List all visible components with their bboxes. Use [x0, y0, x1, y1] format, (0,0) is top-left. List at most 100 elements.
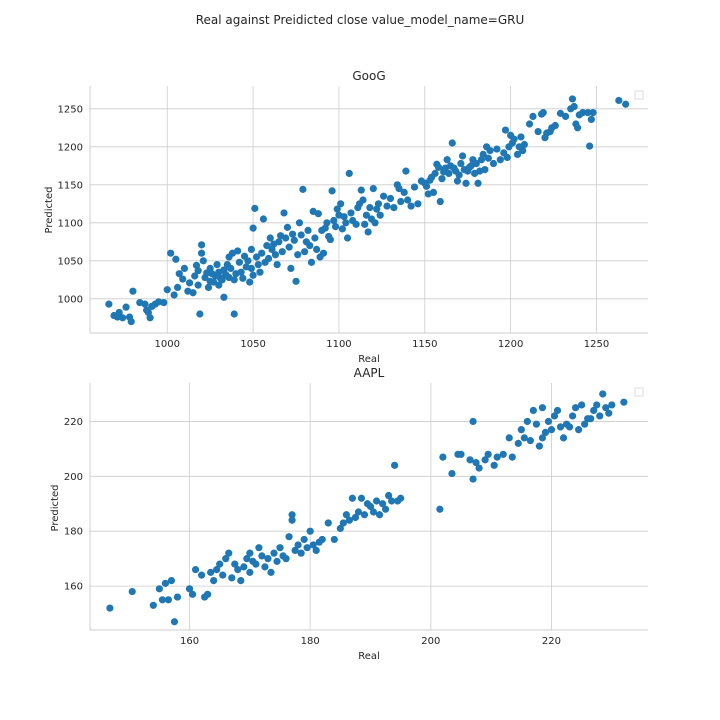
data-point [376, 211, 384, 219]
y-tick-label: 1150 [58, 180, 83, 191]
data-point [374, 200, 383, 208]
data-point [391, 461, 399, 469]
data-point [369, 508, 378, 516]
data-point [297, 549, 305, 557]
data-point [115, 308, 123, 317]
data-point [568, 412, 577, 420]
x-tick-label: 1200 [498, 339, 523, 350]
data-point [493, 145, 501, 153]
data-point [378, 500, 387, 508]
data-point [431, 169, 439, 177]
data-point [163, 286, 171, 294]
data-point [199, 257, 207, 265]
x-tick-label: 220 [542, 636, 561, 647]
data-point [458, 152, 467, 160]
data-point [589, 109, 597, 117]
data-point [259, 215, 268, 223]
data-point [194, 281, 202, 289]
data-point [587, 115, 595, 124]
data-point [438, 175, 446, 183]
data-point [271, 251, 280, 259]
data-point [295, 219, 304, 227]
data-point [340, 213, 348, 221]
data-point [288, 230, 297, 238]
data-point [213, 261, 221, 269]
data-point [280, 209, 288, 217]
data-point [439, 453, 447, 461]
data-point [282, 234, 290, 242]
x-axis-label: Real [358, 354, 380, 365]
data-point [155, 585, 163, 593]
scatter-plot-aapl: AAPL 160 180 200 220 160 180 200 220 Real Pred… [50, 366, 648, 662]
data-point [371, 219, 379, 227]
data-point [128, 587, 136, 596]
data-point [352, 220, 360, 228]
data-point [141, 300, 149, 308]
data-point [472, 159, 480, 168]
data-point [167, 249, 175, 257]
data-point [258, 552, 266, 560]
data-point [188, 590, 197, 598]
data-points [106, 390, 628, 626]
y-tick-label: 160 [64, 582, 83, 593]
data-point [247, 264, 255, 272]
data-point [395, 185, 403, 193]
data-point [225, 549, 233, 557]
data-point [400, 188, 408, 196]
x-tick-label: 1150 [412, 339, 437, 350]
data-point [251, 204, 259, 212]
data-point [493, 453, 501, 461]
data-point [362, 211, 371, 219]
data-point [587, 415, 595, 423]
data-point [333, 205, 341, 213]
data-point [364, 228, 372, 236]
data-point [314, 210, 322, 218]
data-point [599, 390, 607, 398]
data-point [249, 271, 257, 279]
data-point [149, 601, 157, 609]
data-point [390, 204, 398, 212]
y-tick-label: 1000 [58, 294, 83, 305]
data-point [499, 450, 507, 458]
data-point [513, 150, 522, 158]
data-point [170, 291, 178, 299]
data-point [294, 251, 302, 259]
data-point [496, 156, 504, 164]
data-point [479, 150, 487, 158]
data-point [263, 242, 271, 250]
data-point [191, 272, 199, 280]
data-point [375, 511, 384, 519]
x-tick-label: 1250 [584, 339, 609, 350]
data-point [593, 401, 601, 409]
data-point [517, 426, 525, 434]
data-point [122, 303, 130, 311]
data-point [503, 153, 511, 162]
data-point [213, 566, 221, 574]
data-point [357, 494, 366, 502]
data-point [336, 524, 344, 533]
data-point [584, 109, 592, 117]
grid-lines [90, 383, 648, 630]
data-point [328, 187, 336, 195]
data-point [520, 434, 528, 442]
data-point [161, 579, 170, 587]
data-point [215, 281, 223, 289]
data-point [239, 274, 247, 282]
data-point [436, 197, 444, 206]
data-point [345, 516, 353, 524]
x-axis-label: Real [358, 651, 380, 662]
data-point [318, 535, 326, 544]
y-tick-label: 200 [64, 472, 83, 483]
data-point [301, 248, 309, 256]
data-point [331, 223, 340, 231]
data-point [258, 249, 266, 257]
data-point [532, 420, 541, 428]
data-point [547, 426, 556, 434]
data-point [575, 426, 583, 434]
data-point [185, 585, 194, 593]
x-tick-label: 160 [180, 636, 199, 647]
data-point [422, 182, 431, 190]
data-point [551, 121, 559, 130]
data-point [230, 310, 238, 318]
